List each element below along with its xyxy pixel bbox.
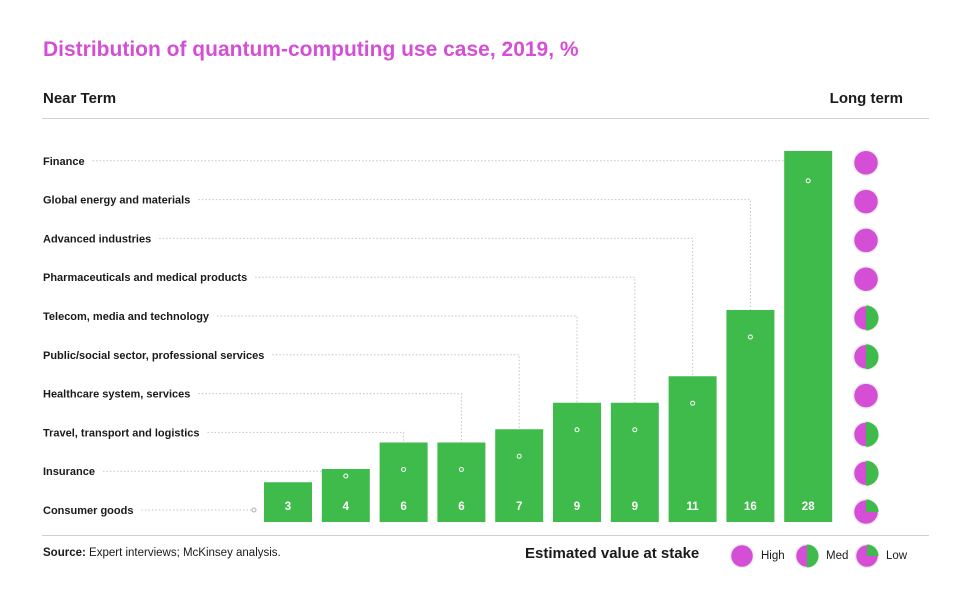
high-value-icon — [729, 543, 755, 569]
legend-low: Low — [854, 543, 907, 569]
leader-line — [198, 199, 751, 317]
legend-high: High — [729, 543, 785, 569]
value-label: 9 — [574, 501, 580, 513]
value-label: 11 — [687, 501, 700, 513]
leader-line — [217, 315, 578, 410]
medium-value-icon — [794, 543, 820, 569]
value-label: 4 — [343, 501, 350, 513]
pie-slice — [866, 344, 879, 370]
category-label: Consumer goods — [43, 505, 133, 517]
pie-slice — [866, 499, 879, 512]
leader-dot — [574, 427, 580, 433]
bar — [610, 402, 659, 522]
category-label: Finance — [43, 156, 85, 168]
value-at-stake-indicators — [852, 149, 880, 526]
pie-slice — [866, 460, 879, 486]
value-at-stake-pie — [852, 382, 880, 409]
value-at-stake-pie — [852, 188, 880, 215]
chart-title: Distribution of quantum-computing use ca… — [43, 38, 579, 61]
category-label: Public/social sector, professional servi… — [43, 350, 264, 362]
pie-slice — [866, 305, 879, 331]
leader-line — [255, 276, 636, 410]
bar — [264, 482, 312, 522]
value-label: 28 — [802, 501, 815, 513]
low-value-icon — [854, 543, 880, 569]
bar — [668, 376, 717, 522]
leader-dot — [632, 427, 638, 433]
leader-dot — [690, 400, 696, 406]
value-label: 9 — [632, 501, 638, 513]
legend-med-label: Med — [826, 550, 849, 562]
long-term-label: Long term — [829, 90, 903, 107]
bar — [437, 442, 486, 522]
bar — [726, 310, 775, 522]
leader-line — [102, 470, 347, 476]
leader-dot — [343, 473, 349, 479]
bar — [379, 442, 428, 522]
leader-line — [272, 354, 520, 437]
leader-dots — [251, 178, 811, 513]
footer-divider — [42, 535, 929, 536]
leader-line — [198, 393, 462, 450]
leader-dot — [516, 453, 522, 459]
leader-dot — [458, 467, 464, 472]
leader-line — [159, 237, 694, 384]
value-labels: 3 4 6 6 7 9 9 11 16 28 — [285, 501, 815, 513]
legend-title: Estimated value at stake — [525, 545, 700, 562]
pie-slice — [866, 421, 879, 447]
bar — [553, 402, 601, 522]
category-label: Global energy and materials — [43, 195, 190, 207]
value-label: 7 — [516, 501, 522, 513]
source-note: Source: Expert interviews; McKinsey anal… — [43, 547, 281, 559]
value-label: 6 — [458, 501, 464, 513]
source-text: Expert interviews; McKinsey analysis. — [85, 547, 281, 559]
value-label: 6 — [400, 501, 406, 513]
category-label: Healthcare system, services — [43, 389, 190, 401]
category-label: Insurance — [43, 466, 95, 478]
leader-line — [207, 431, 405, 450]
legend-low-label: Low — [886, 550, 908, 562]
bars — [264, 151, 833, 522]
header-divider — [42, 118, 929, 119]
category-labels: Consumer goods Insurance Travel, transport… — [43, 156, 264, 517]
category-label: Travel, transport and logistics — [43, 427, 200, 439]
leader-lines — [92, 160, 809, 511]
leader-dot — [401, 467, 407, 472]
legend-med: Med — [794, 543, 848, 569]
bar — [784, 151, 833, 522]
value-at-stake-pie — [852, 149, 880, 177]
value-label: 16 — [744, 501, 757, 513]
value-at-stake-pie — [852, 227, 880, 254]
value-label: 3 — [285, 501, 291, 513]
category-label: Telecom, media and technology — [43, 311, 210, 323]
source-label: Source: — [43, 547, 86, 559]
value-at-stake-pie — [852, 265, 880, 293]
leader-dot — [805, 178, 811, 184]
category-label: Advanced industries — [43, 233, 151, 245]
near-term-label: Near Term — [43, 90, 117, 107]
leader-dot — [251, 507, 257, 513]
legend-high-label: High — [761, 550, 785, 562]
leader-dot — [747, 334, 753, 340]
bar — [495, 429, 544, 522]
category-label: Pharmaceuticals and medical products — [43, 272, 247, 284]
